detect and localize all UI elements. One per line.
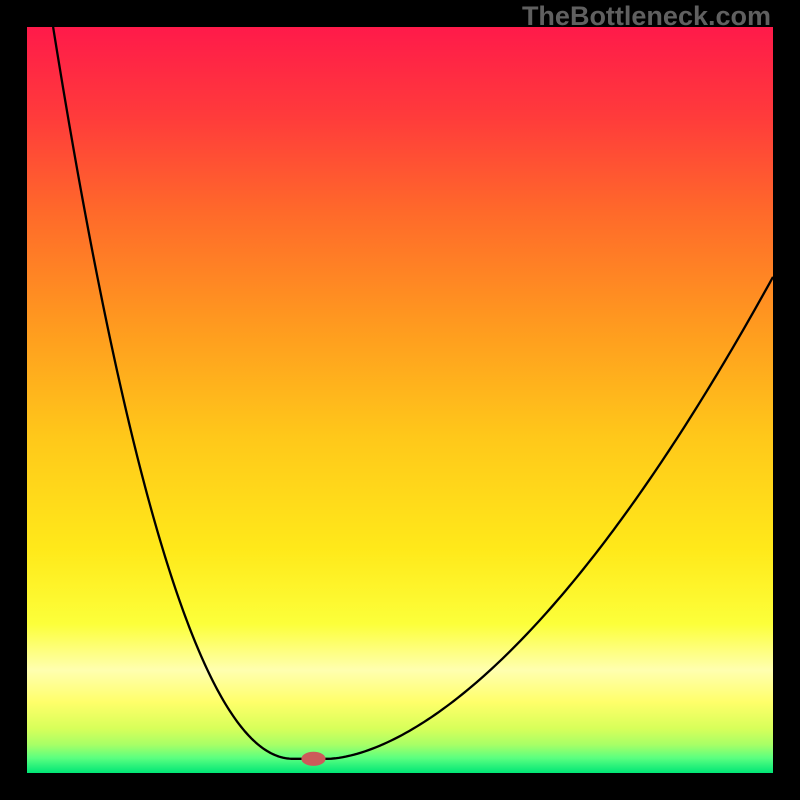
watermark-text: TheBottleneck.com — [522, 1, 771, 32]
plot-svg — [27, 27, 773, 773]
optimal-point-marker — [302, 752, 325, 765]
gradient-background — [27, 27, 773, 773]
plot-area — [27, 27, 773, 773]
